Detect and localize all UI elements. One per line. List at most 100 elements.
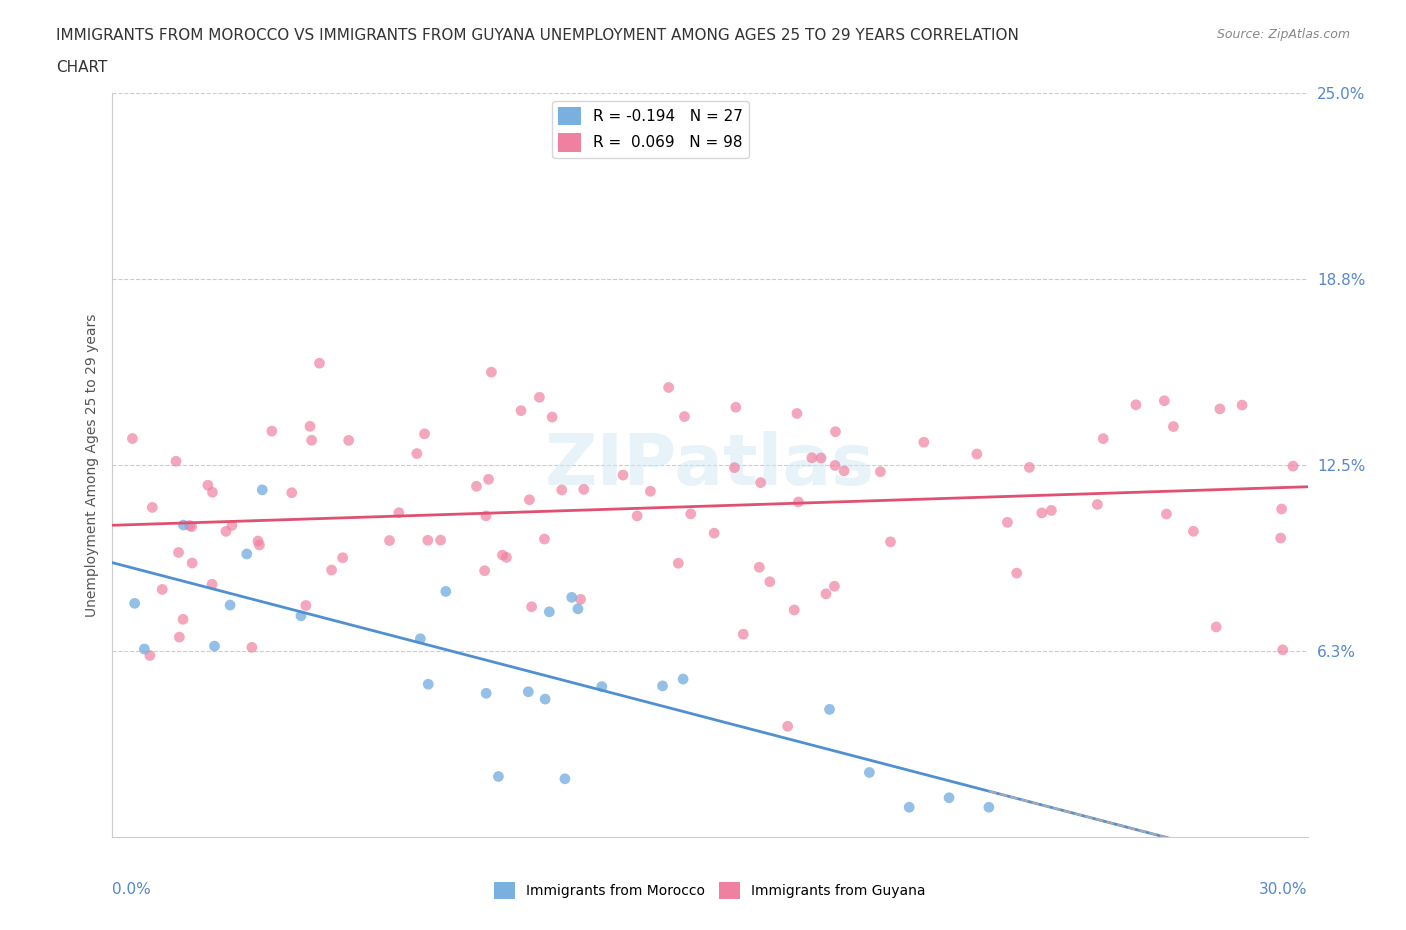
Text: IMMIGRANTS FROM MOROCCO VS IMMIGRANTS FROM GUYANA UNEMPLOYMENT AMONG AGES 25 TO : IMMIGRANTS FROM MOROCCO VS IMMIGRANTS FR… [56,28,1019,43]
Point [491,548,513,563]
Point [869,464,891,479]
Point [640,484,662,498]
Point [475,685,498,700]
Point [673,409,696,424]
Point [529,390,551,405]
Point [1230,398,1253,413]
Point [1031,506,1053,521]
Point [787,495,810,510]
Point [406,446,429,461]
Point [997,515,1019,530]
Point [818,702,841,717]
Point [912,435,935,450]
Point [672,671,695,686]
Point [858,765,880,780]
Point [723,460,745,475]
Point [898,800,921,815]
Legend: Immigrants from Morocco, Immigrants from Guyana: Immigrants from Morocco, Immigrants from… [489,876,931,905]
Point [1163,419,1185,434]
Point [124,596,146,611]
Point [219,598,242,613]
Point [823,578,845,593]
Point [165,454,187,469]
Point [150,582,173,597]
Point [748,560,770,575]
Point [1005,565,1028,580]
Point [180,519,202,534]
Point [290,608,312,623]
Point [1209,402,1232,417]
Point [1085,497,1108,512]
Point [295,598,318,613]
Point [783,603,806,618]
Text: CHART: CHART [56,60,108,75]
Text: 30.0%: 30.0% [1260,882,1308,897]
Point [1205,619,1227,634]
Point [486,769,509,784]
Point [281,485,304,500]
Point [666,556,689,571]
Y-axis label: Unemployment Among Ages 25 to 29 years: Unemployment Among Ages 25 to 29 years [84,313,98,617]
Point [204,639,226,654]
Point [172,612,194,627]
Point [197,478,219,493]
Point [413,426,436,441]
Point [567,602,589,617]
Point [1153,393,1175,408]
Point [201,485,224,499]
Point [169,630,191,644]
Point [474,564,496,578]
Point [510,404,533,418]
Point [1156,507,1178,522]
Point [651,679,673,694]
Point [1040,503,1063,518]
Point [572,482,595,497]
Point [409,631,432,646]
Point [172,518,194,533]
Point [247,538,270,552]
Point [561,590,583,604]
Point [495,550,517,565]
Point [626,509,648,524]
Point [475,509,498,524]
Point [879,535,901,550]
Point [786,406,808,421]
Point [519,492,541,507]
Point [477,472,499,486]
Point [240,640,263,655]
Point [520,599,543,614]
Point [332,551,354,565]
Point [434,584,457,599]
Point [416,533,439,548]
Point [977,800,1000,815]
Point [308,356,330,371]
Point [814,587,837,602]
Point [301,432,323,447]
Point [252,483,274,498]
Point [429,533,451,548]
Text: ZIPatlas: ZIPatlas [546,431,875,499]
Point [418,677,440,692]
Point [215,524,238,538]
Point [337,433,360,448]
Point [1092,432,1115,446]
Point [538,604,561,619]
Point [1271,643,1294,658]
Point [832,463,855,478]
Point [824,424,846,439]
Point [479,365,502,379]
Point [1125,397,1147,412]
Point [533,532,555,547]
Point [800,450,823,465]
Text: Source: ZipAtlas.com: Source: ZipAtlas.com [1216,28,1350,41]
Point [810,450,832,465]
Point [299,418,322,433]
Point [733,627,755,642]
Point [121,432,143,446]
Point [612,468,634,483]
Point [679,506,702,521]
Point [966,446,988,461]
Point [179,518,201,533]
Point [541,409,564,424]
Text: 0.0%: 0.0% [112,882,152,897]
